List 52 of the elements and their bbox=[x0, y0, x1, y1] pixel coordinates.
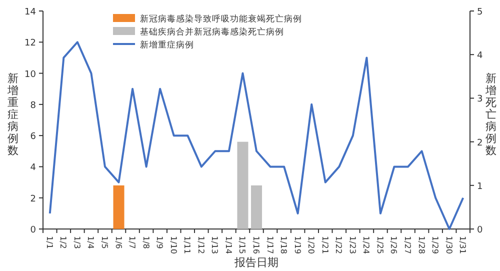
line-series bbox=[48, 41, 464, 230]
x-tick-label: 1/19 bbox=[292, 236, 302, 254]
y-tick-label: 12 bbox=[24, 38, 36, 49]
y2-axis-title: 新增死亡病例数 bbox=[484, 72, 496, 157]
x-tick-label: 1/28 bbox=[416, 236, 426, 254]
x-tick-label: 1/4 bbox=[86, 236, 96, 249]
y2-tick-label: 4 bbox=[477, 51, 483, 62]
y2-tick-label: 3 bbox=[477, 94, 483, 105]
x-tick-label: 1/23 bbox=[348, 236, 357, 254]
legend-label: 基础疾病合并新冠病毒感染死亡病例 bbox=[140, 26, 284, 38]
x-tick-label: 1/1 bbox=[44, 236, 54, 249]
x-tick-label: 1/9 bbox=[155, 236, 164, 249]
y-tick-label: 10 bbox=[24, 70, 36, 80]
x-tick-label: 1/13 bbox=[210, 236, 220, 254]
x-tick-label: 1/17 bbox=[265, 236, 274, 254]
y-tick-label: 2 bbox=[30, 194, 36, 204]
y-tick-label: 8 bbox=[30, 100, 36, 111]
x-tick-label: 1/8 bbox=[141, 236, 150, 249]
x-tick-label: 1/3 bbox=[72, 236, 82, 249]
x-tick-label: 1/20 bbox=[306, 236, 316, 254]
legend-label: 新冠病毒感染导致呼吸功能衰竭死亡病例 bbox=[140, 14, 302, 24]
x-tick-label: 1/29 bbox=[430, 236, 440, 254]
y-tick-label: 4 bbox=[30, 163, 36, 174]
x-tick-label: 1/26 bbox=[389, 236, 398, 254]
x-tick-label: 1/30 bbox=[444, 236, 454, 254]
x-tick-label: 1/27 bbox=[403, 236, 412, 254]
x-tick-label: 1/15 bbox=[238, 236, 247, 254]
x-tick-label: 1/6 bbox=[114, 236, 123, 249]
x-tick-label: 1/10 bbox=[168, 236, 178, 254]
x-tick-label: 1/11 bbox=[182, 236, 192, 254]
x-tick-label: 1/31 bbox=[458, 236, 468, 254]
x-tick-label: 1/25 bbox=[375, 236, 384, 254]
x-tick-label: 1/5 bbox=[100, 236, 109, 249]
x-tick-label: 1/16 bbox=[252, 236, 260, 254]
x-tick-label: 1/12 bbox=[196, 236, 206, 254]
x-tick-label: 1/14 bbox=[224, 236, 233, 254]
y-tick-label: 0 bbox=[30, 226, 36, 236]
y2-tick-label: 2 bbox=[477, 138, 483, 148]
y2-tick-label: 0 bbox=[477, 226, 483, 236]
legend-label: 新增重症病例 bbox=[140, 40, 194, 50]
x-tick-label: 1/22 bbox=[334, 236, 344, 254]
y-tick-label: 6 bbox=[30, 132, 36, 142]
x-tick-label: 1/7 bbox=[128, 236, 137, 249]
x-axis-title: 报告日期 bbox=[234, 256, 278, 269]
y2-tick-label: 5 bbox=[477, 8, 483, 18]
x-tick-label: 1/18 bbox=[279, 236, 288, 254]
x-tick-label: 1/2 bbox=[58, 236, 68, 249]
y2-tick-label: 1 bbox=[477, 182, 483, 192]
x-tick-label: 1/21 bbox=[320, 236, 330, 254]
x-tick-label: 1/24 bbox=[362, 236, 371, 254]
y-axis-title: 新增重症病例数 bbox=[6, 72, 18, 157]
y-tick-label: 14 bbox=[24, 8, 36, 18]
